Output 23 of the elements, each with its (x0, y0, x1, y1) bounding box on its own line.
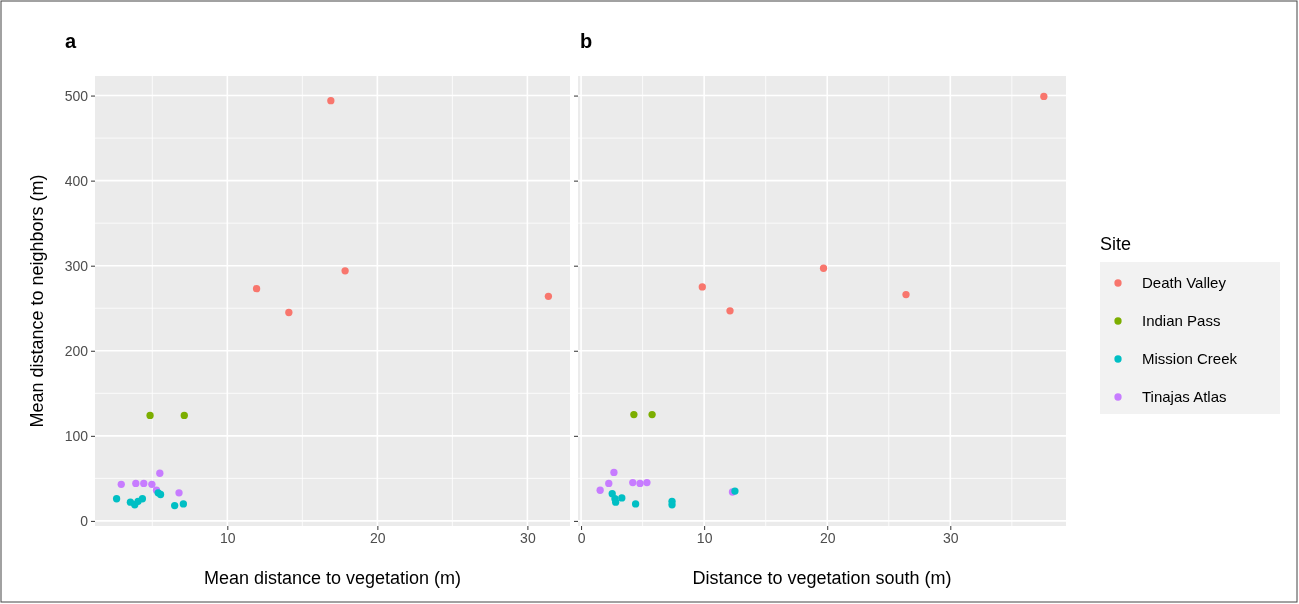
x-tick-label: 10 (220, 529, 236, 546)
y-tick-label: 400 (64, 172, 89, 189)
y-tick-label: 300 (64, 257, 89, 274)
y-tick-label: 500 (64, 87, 89, 104)
x-tick-label: 20 (370, 529, 386, 546)
x-tick-label: 30 (943, 529, 959, 546)
x-axis-title: Mean distance to vegetation (m) (203, 568, 462, 588)
legend-label: Indian Pass (1142, 312, 1221, 329)
y-axis-title: Mean distance to neighbors (m) (27, 174, 47, 428)
legend-label: Tinajas Atlas (1142, 388, 1227, 405)
x-tick-label: 0 (577, 529, 586, 546)
y-tick-label: 0 (80, 512, 89, 529)
y-tick-label: 100 (64, 427, 89, 444)
chart-title: a (65, 30, 77, 52)
legend-label: Death Valley (1142, 274, 1227, 291)
x-tick-label: 30 (520, 529, 536, 546)
x-tick-label: 20 (819, 529, 836, 546)
legend-label: Mission Creek (1142, 350, 1238, 367)
x-axis-title: Distance to vegetation south (m) (692, 568, 952, 588)
legend-title: Site (1100, 234, 1132, 254)
chart-title: b (580, 30, 593, 52)
x-tick-label: 10 (696, 529, 713, 546)
y-tick-label: 200 (64, 342, 89, 359)
